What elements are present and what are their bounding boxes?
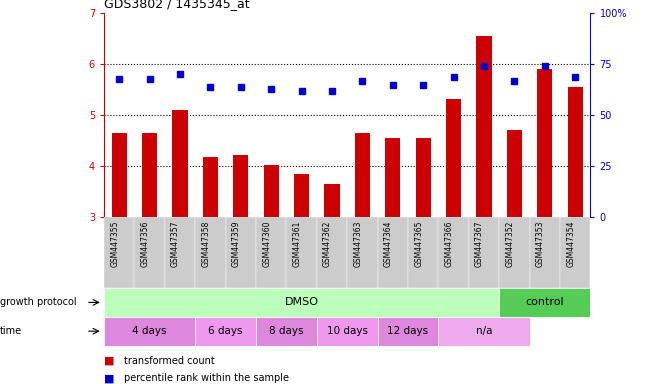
Text: transformed count: transformed count xyxy=(124,356,215,366)
Text: percentile rank within the sample: percentile rank within the sample xyxy=(124,373,289,383)
Text: GSM447365: GSM447365 xyxy=(414,220,423,267)
Text: GSM447356: GSM447356 xyxy=(141,220,150,267)
Text: control: control xyxy=(525,297,564,308)
Text: GSM447355: GSM447355 xyxy=(110,220,119,267)
Bar xyxy=(469,217,499,288)
Bar xyxy=(378,317,438,346)
Bar xyxy=(499,217,529,288)
Text: GSM447367: GSM447367 xyxy=(475,220,484,267)
Bar xyxy=(104,217,134,288)
Bar xyxy=(355,133,370,217)
Bar xyxy=(385,138,401,217)
Text: GSM447353: GSM447353 xyxy=(536,220,545,267)
Text: GSM447363: GSM447363 xyxy=(354,220,362,267)
Text: GSM447362: GSM447362 xyxy=(323,220,332,267)
Bar xyxy=(507,131,522,217)
Bar xyxy=(408,217,438,288)
Text: 6 days: 6 days xyxy=(209,326,243,336)
Bar xyxy=(104,288,499,317)
Text: GSM447352: GSM447352 xyxy=(505,220,515,267)
Bar xyxy=(172,110,188,217)
Text: 12 days: 12 days xyxy=(387,326,429,336)
Text: GDS3802 / 1435345_at: GDS3802 / 1435345_at xyxy=(104,0,250,10)
Text: time: time xyxy=(0,326,22,336)
Bar xyxy=(134,217,165,288)
Bar xyxy=(537,70,552,217)
Bar xyxy=(476,36,492,217)
Text: GSM447364: GSM447364 xyxy=(384,220,393,267)
Text: GSM447360: GSM447360 xyxy=(262,220,271,267)
Bar xyxy=(446,99,461,217)
Bar xyxy=(264,165,279,217)
Text: 10 days: 10 days xyxy=(327,326,368,336)
Text: GSM447358: GSM447358 xyxy=(201,220,211,267)
Bar xyxy=(325,184,340,217)
Bar xyxy=(203,157,218,217)
Bar xyxy=(165,217,195,288)
Bar xyxy=(111,133,127,217)
Bar xyxy=(415,138,431,217)
Bar xyxy=(560,217,590,288)
Text: 4 days: 4 days xyxy=(132,326,167,336)
Bar xyxy=(348,217,378,288)
Text: 8 days: 8 days xyxy=(269,326,304,336)
Bar xyxy=(294,174,309,217)
Bar xyxy=(529,217,560,288)
Bar xyxy=(104,317,195,346)
Text: GSM447354: GSM447354 xyxy=(566,220,575,267)
Bar xyxy=(568,87,583,217)
Bar xyxy=(225,217,256,288)
Bar xyxy=(317,217,348,288)
Bar xyxy=(142,133,157,217)
Bar xyxy=(256,317,317,346)
Text: DMSO: DMSO xyxy=(285,297,319,308)
Text: GSM447359: GSM447359 xyxy=(231,220,241,267)
Bar xyxy=(256,217,287,288)
Text: ■: ■ xyxy=(104,373,115,383)
Bar xyxy=(499,288,590,317)
Text: ■: ■ xyxy=(104,356,115,366)
Text: growth protocol: growth protocol xyxy=(0,297,76,308)
Text: n/a: n/a xyxy=(476,326,493,336)
Bar xyxy=(317,317,378,346)
Bar xyxy=(287,217,317,288)
Bar xyxy=(195,317,256,346)
Text: GSM447357: GSM447357 xyxy=(171,220,180,267)
Bar xyxy=(195,217,225,288)
Text: GSM447361: GSM447361 xyxy=(293,220,302,267)
Bar xyxy=(234,155,248,217)
Bar xyxy=(438,217,469,288)
Bar xyxy=(438,317,529,346)
Bar xyxy=(378,217,408,288)
Text: GSM447366: GSM447366 xyxy=(445,220,454,267)
